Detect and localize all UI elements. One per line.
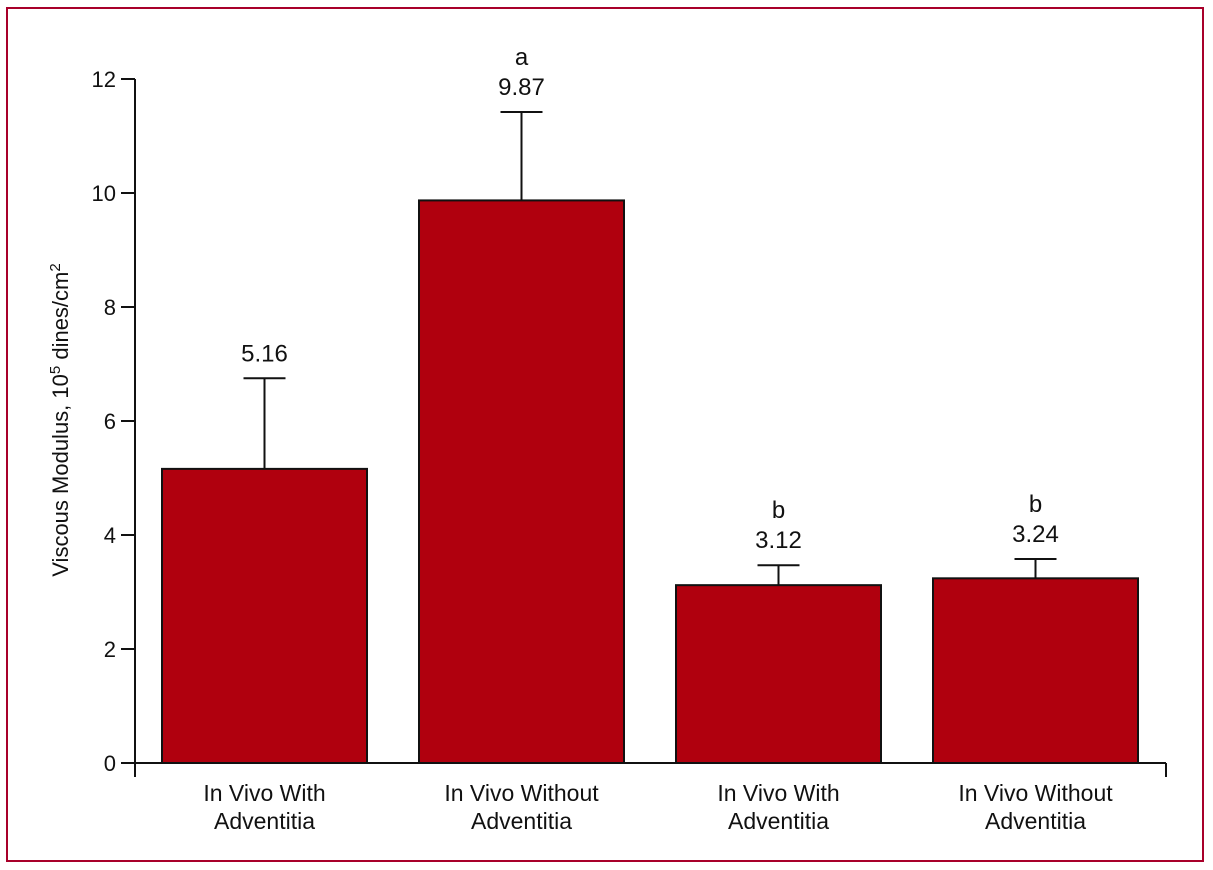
bar <box>932 577 1139 764</box>
bar <box>675 584 882 764</box>
y-tick-label: 4 <box>104 523 116 548</box>
category-label: Adventitia <box>214 808 315 834</box>
significance-label: a <box>515 44 529 71</box>
y-axis-label-superscript: 5 <box>47 366 64 374</box>
bar <box>418 199 625 765</box>
value-label: 3.12 <box>755 527 802 554</box>
y-tick-label: 10 <box>92 181 116 206</box>
y-axis-label-text: Viscous Modulus, 10 <box>48 374 73 577</box>
value-label: 9.87 <box>498 74 545 101</box>
y-tick-label: 12 <box>92 67 116 92</box>
significance-label: b <box>772 497 785 524</box>
y-axis-label-superscript: 2 <box>47 263 64 271</box>
category-label: Adventitia <box>985 808 1086 834</box>
bar <box>161 467 368 764</box>
y-tick-label: 6 <box>104 409 116 434</box>
y-tick-label: 8 <box>104 295 116 320</box>
category-label: Adventitia <box>471 808 572 834</box>
value-label: 5.16 <box>241 340 288 367</box>
value-label: 3.24 <box>1012 521 1059 548</box>
y-tick-label: 2 <box>104 637 116 662</box>
category-label: In Vivo With <box>717 780 839 806</box>
category-label: In Vivo Without <box>444 780 599 806</box>
category-label: Adventitia <box>728 808 829 834</box>
y-tick-label: 0 <box>104 751 116 776</box>
y-axis-label-text: dines/cm <box>48 272 73 366</box>
figure-frame <box>6 7 1204 862</box>
category-label: In Vivo With <box>203 780 325 806</box>
category-label: In Vivo Without <box>958 780 1113 806</box>
significance-label: b <box>1029 491 1042 518</box>
y-axis-label: Viscous Modulus, 105 dines/cm2 <box>47 263 74 576</box>
bars <box>161 111 1139 765</box>
